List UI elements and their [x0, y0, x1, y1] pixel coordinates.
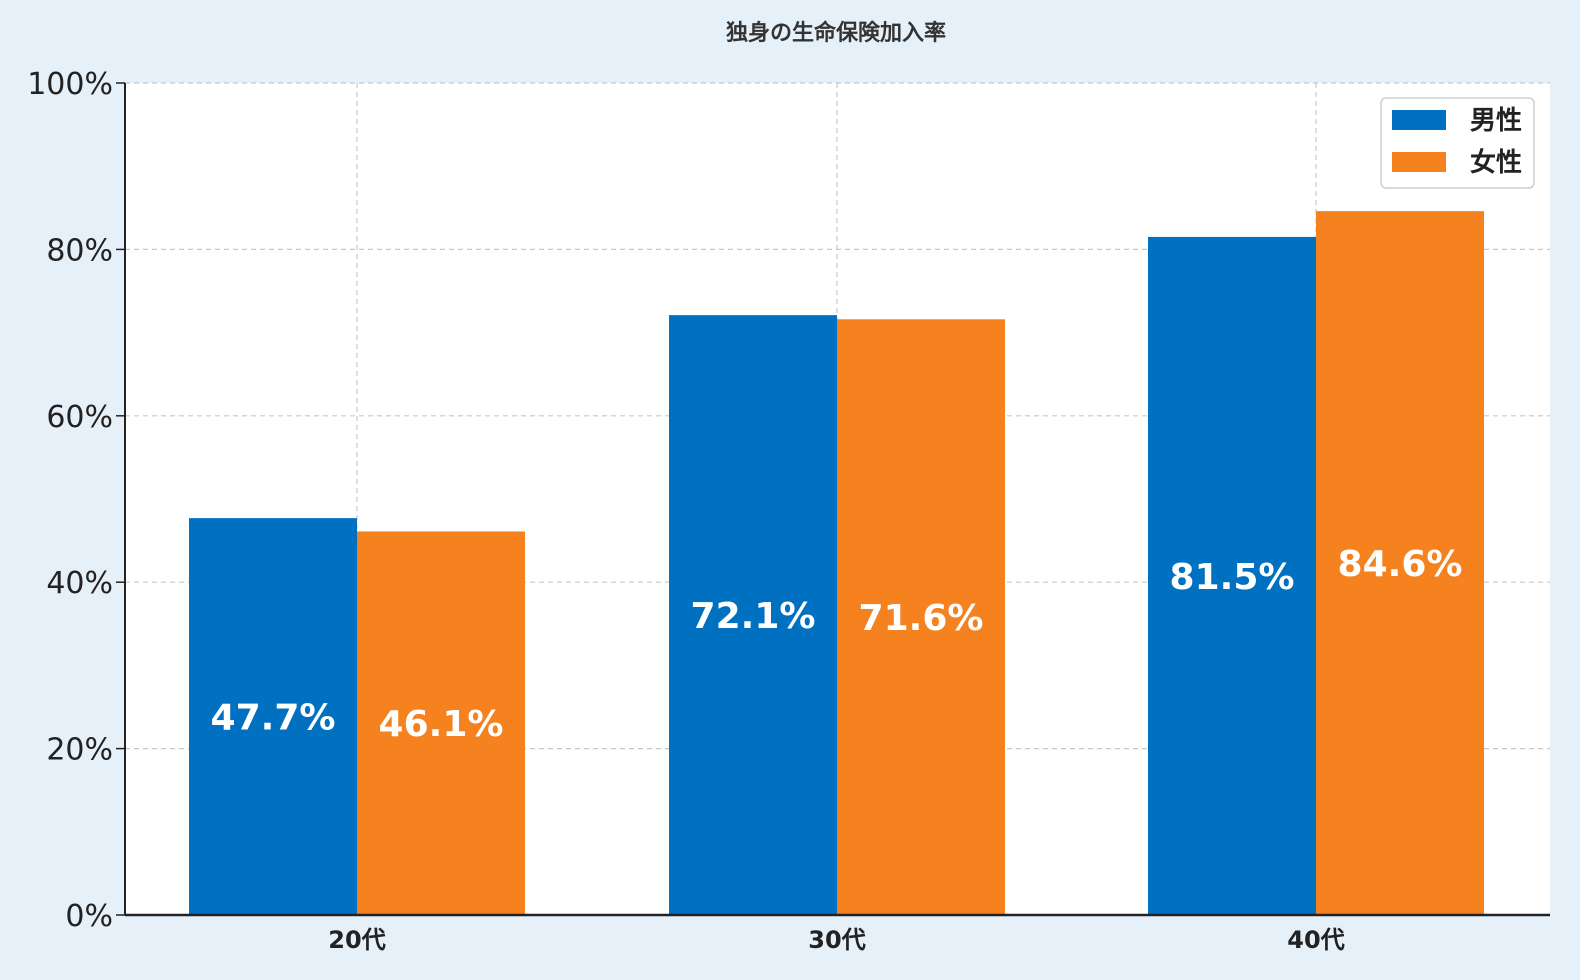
- y-tick-label: 100%: [27, 67, 113, 102]
- bar-男性-30代: [669, 315, 837, 915]
- bar-value-label: 47.7%: [211, 698, 336, 739]
- bar-女性-20代: [357, 531, 525, 915]
- legend-swatch-男性: [1392, 110, 1446, 130]
- bar-女性-40代: [1316, 211, 1484, 916]
- axes: 0% 20% 40% 60% 80% 100% 20代 30代 40代: [27, 67, 1550, 954]
- bar-男性-20代: [189, 518, 357, 915]
- y-tick-label: 80%: [46, 233, 113, 268]
- bar-女性-30代: [837, 319, 1005, 916]
- x-tick-label: 40代: [1287, 926, 1344, 954]
- chart-title: 独身の生命保険加入率: [726, 20, 946, 46]
- legend-label: 男性: [1470, 106, 1522, 136]
- bar-value-label: 81.5%: [1170, 557, 1295, 598]
- bar-男性-40代: [1148, 236, 1316, 916]
- y-tick-label: 20%: [46, 733, 113, 768]
- bars: [189, 211, 1484, 916]
- bar-value-label: 72.1%: [691, 596, 816, 637]
- bar-labels: 47.7% 72.1% 81.5% 46.1% 71.6% 84.6%: [211, 544, 1463, 745]
- bar-value-label: 84.6%: [1338, 544, 1463, 585]
- x-tick-label: 20代: [328, 926, 385, 954]
- legend-label: 女性: [1470, 147, 1522, 178]
- bar-value-label: 46.1%: [379, 704, 504, 745]
- y-tick-label: 0%: [65, 899, 113, 934]
- y-tick-label: 40%: [46, 566, 113, 601]
- y-tick-label: 60%: [46, 400, 113, 435]
- legend-swatch-女性: [1392, 152, 1446, 172]
- x-tick-label: 30代: [808, 926, 865, 954]
- bar-value-label: 71.6%: [859, 598, 984, 639]
